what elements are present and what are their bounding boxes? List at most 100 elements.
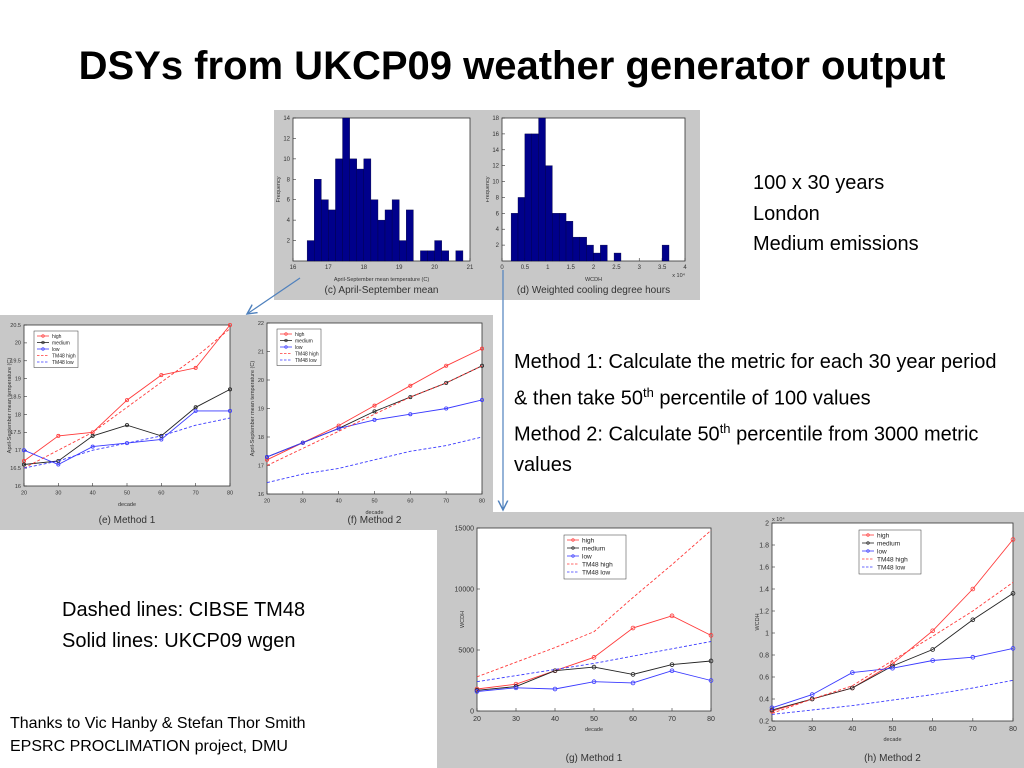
figure-caption: (f) Method 2 — [348, 515, 402, 526]
dashed-lines-note: Dashed lines: CIBSE TM48 — [62, 599, 306, 621]
credits-project: EPSRC PROCLIMATION project, DMU — [10, 738, 288, 755]
series-line-high — [476, 615, 712, 690]
series-line-tm48-low — [266, 436, 483, 484]
data-point-low — [970, 654, 976, 660]
y-tick-label: 4 — [287, 218, 291, 224]
y-tick-label: 0 — [470, 708, 474, 715]
data-point-medium — [769, 707, 775, 713]
histogram-bar — [335, 158, 343, 262]
legend-box — [858, 529, 922, 575]
y-tick-label: 2 — [496, 243, 500, 249]
x-tick-label: 50 — [371, 499, 377, 505]
scenario-runs: 100 x 30 years — [753, 172, 885, 194]
method1-text: Method 1: Calculate the metric for each … — [514, 347, 1014, 414]
x-tick-label: 30 — [300, 499, 306, 505]
histogram-bar — [517, 197, 526, 262]
y-tick-label: 19 — [258, 406, 264, 412]
x-tick-label: 80 — [479, 499, 485, 505]
y-axis-label: Frequency — [276, 176, 282, 202]
histogram-bar — [434, 240, 442, 262]
series-line-tm48-low — [476, 641, 712, 683]
x-scale-note: x 10⁴ — [672, 272, 685, 279]
y-tick-label: 18 — [258, 435, 264, 441]
histogram-bar — [370, 199, 379, 262]
data-point-high — [159, 373, 164, 378]
scenario-info: 100 x 30 years London Medium emissions — [753, 168, 919, 260]
legend-label: TM48 high — [582, 561, 613, 568]
chart-c-temperature-histogram: (c) April-September mean April-September … — [276, 116, 474, 296]
legend-label: medium — [582, 545, 605, 552]
figure-caption: (c) April-September mean — [325, 285, 439, 296]
y-tick-label: 21 — [258, 349, 264, 355]
series-line-low — [266, 399, 483, 458]
y-tick-label: 14 — [283, 116, 290, 122]
x-tick-label: 70 — [969, 726, 977, 733]
data-point-low — [408, 412, 413, 417]
data-point-low — [809, 692, 815, 697]
data-point-low — [708, 678, 714, 683]
data-point-medium — [444, 380, 449, 385]
y-tick-label: 0.4 — [759, 696, 769, 703]
data-point-medium — [591, 664, 597, 670]
data-point-low — [159, 437, 164, 442]
x-tick-label: 60 — [629, 716, 637, 723]
x-tick-label: 4 — [683, 265, 687, 271]
y-tick-label: 8 — [496, 195, 500, 201]
series-line-tm48-high — [771, 582, 1014, 714]
x-tick-label: 70 — [193, 491, 199, 497]
x-tick-label: 17 — [325, 265, 332, 271]
y-tick-label: 19 — [15, 377, 21, 383]
y-tick-label: 10 — [283, 157, 290, 163]
x-tick-label: 3 — [638, 265, 642, 271]
data-point-high — [669, 613, 675, 619]
x-tick-label: 60 — [407, 499, 413, 505]
chart-e-method1-temperature: (e) Method 1 decade April-September mean t… — [7, 323, 233, 526]
y-tick-label: 17.5 — [10, 430, 21, 436]
histogram-bar — [398, 240, 407, 262]
histogram-bar — [600, 244, 608, 262]
data-point-low — [769, 705, 775, 711]
data-point-high — [930, 628, 935, 634]
data-point-low — [930, 658, 935, 663]
x-tick-label: 80 — [707, 716, 715, 723]
data-point-high — [708, 633, 714, 638]
x-tick-label: 70 — [668, 716, 676, 723]
data-point-medium — [970, 617, 976, 623]
data-point-low — [630, 680, 636, 686]
legend-marker — [284, 338, 288, 343]
histogram-bar — [552, 213, 560, 262]
y-tick-label: 1 — [765, 630, 769, 637]
data-point-high — [1010, 537, 1016, 542]
data-point-medium — [552, 668, 558, 674]
histogram-bar — [593, 252, 601, 262]
legend-label: medium — [52, 340, 70, 346]
data-point-high — [56, 433, 61, 438]
data-point-low — [513, 685, 519, 691]
x-tick-label: 50 — [590, 716, 598, 723]
data-point-high — [193, 365, 198, 370]
histogram-bar — [349, 158, 357, 262]
x-axis-label: WCDH — [585, 277, 602, 283]
x-axis-label: decade — [585, 727, 603, 733]
solid-lines-note: Solid lines: UKCP09 wgen — [62, 629, 296, 652]
y-axis-label: WCDH — [755, 613, 761, 630]
series-line-low — [771, 647, 1014, 709]
legend-label: TM48 low — [582, 569, 610, 576]
legend-label: medium — [295, 338, 313, 344]
y-tick-label: 10000 — [455, 586, 475, 593]
x-tick-label: 60 — [158, 491, 164, 497]
legend-marker — [41, 334, 45, 338]
histogram-bar — [377, 219, 386, 262]
x-tick-label: 21 — [467, 265, 474, 271]
series-line-low — [476, 670, 712, 692]
x-tick-label: 1.5 — [566, 265, 575, 271]
method1-superscript: th — [642, 384, 654, 400]
y-tick-label: 17 — [15, 448, 21, 454]
y-tick-label: 12 — [283, 136, 290, 142]
method-descriptions: Method 1: Calculate the metric for each … — [514, 347, 1014, 480]
legend-label: low — [295, 345, 303, 351]
data-point-medium — [408, 395, 413, 400]
data-point-low — [21, 448, 26, 453]
y-tick-label: 18.5 — [10, 394, 21, 400]
